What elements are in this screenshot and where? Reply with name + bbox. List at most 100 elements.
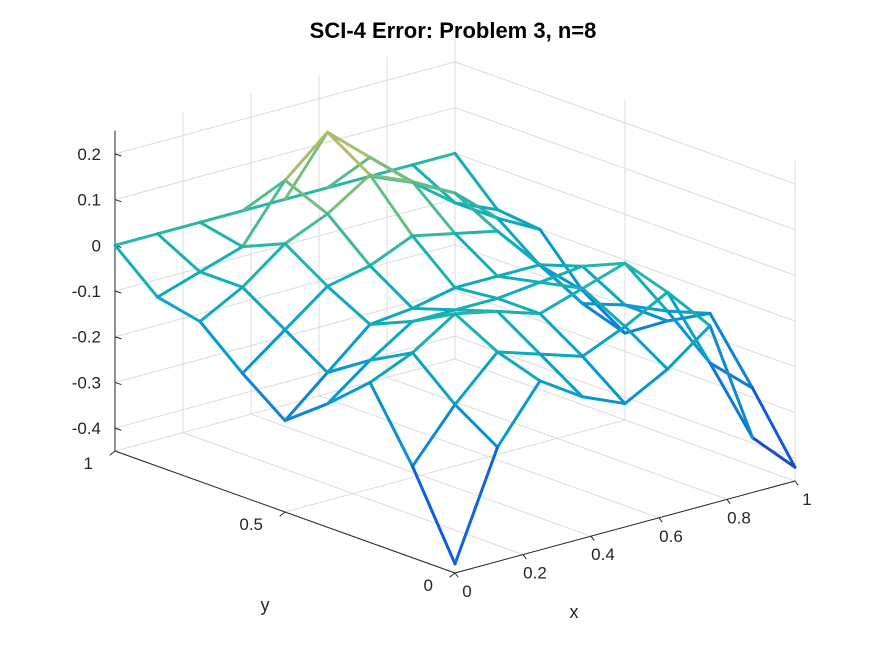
mesh-edge bbox=[496, 274, 542, 284]
mesh-edge bbox=[326, 130, 372, 159]
x-axis-label: x bbox=[570, 602, 579, 622]
mesh-edge bbox=[156, 295, 202, 323]
x-tick-mark bbox=[726, 498, 731, 504]
mesh-edge bbox=[623, 303, 669, 323]
x-tick-label: 0 bbox=[462, 582, 471, 601]
sidewall-gridline-z bbox=[454, 198, 796, 322]
mesh-edge bbox=[198, 209, 244, 224]
mesh-edge bbox=[666, 324, 712, 371]
mesh-edge bbox=[581, 302, 627, 307]
z-tick-mark bbox=[114, 381, 122, 385]
x-tick-label: 0.4 bbox=[591, 545, 615, 564]
mesh-edge bbox=[496, 350, 542, 356]
mesh-edge bbox=[453, 232, 499, 278]
mesh-edge bbox=[623, 261, 669, 313]
backwall-gridline-z bbox=[114, 61, 456, 155]
mesh-edge bbox=[708, 361, 754, 440]
z-tick-mark bbox=[114, 199, 122, 203]
mesh-edge bbox=[538, 379, 584, 399]
mesh-edge bbox=[666, 290, 712, 365]
mesh-edge bbox=[198, 285, 244, 323]
mesh-edge bbox=[113, 232, 159, 247]
sidewall-gridline-z bbox=[454, 61, 796, 185]
mesh-edge bbox=[538, 264, 584, 284]
mesh-edge bbox=[326, 212, 372, 268]
mesh-edge bbox=[496, 296, 542, 316]
mesh-edge bbox=[241, 328, 287, 375]
mesh-edge bbox=[453, 309, 499, 316]
mesh-edge bbox=[241, 242, 287, 249]
mesh-edge bbox=[156, 220, 202, 236]
mesh-edge bbox=[241, 197, 287, 213]
x-tick-mark bbox=[522, 554, 527, 560]
mesh-edge bbox=[751, 386, 797, 469]
x-axis-line bbox=[454, 480, 796, 574]
mesh-edge bbox=[283, 371, 329, 423]
mesh-edge bbox=[411, 306, 457, 312]
grid-lines bbox=[114, 38, 796, 574]
mesh-edge bbox=[538, 312, 584, 358]
mesh-edge bbox=[496, 216, 542, 231]
mesh-edge bbox=[453, 274, 499, 290]
mesh-edge bbox=[368, 319, 414, 362]
mesh-edge bbox=[708, 311, 754, 390]
y-tick-mark bbox=[109, 450, 116, 456]
mesh-edge bbox=[496, 309, 542, 356]
mesh-edge bbox=[411, 151, 457, 167]
mesh-edge bbox=[283, 242, 329, 288]
sidewall-gridline-z bbox=[454, 107, 796, 231]
mesh-edge bbox=[156, 270, 202, 299]
mesh-edge bbox=[708, 324, 754, 440]
mesh-edge bbox=[581, 261, 627, 268]
mesh-edge bbox=[368, 319, 414, 326]
mesh-edge bbox=[113, 243, 159, 299]
mesh-edge bbox=[453, 191, 499, 220]
sidewall-gridline-z bbox=[454, 335, 796, 459]
mesh-edge bbox=[538, 280, 584, 290]
mesh-edge bbox=[368, 173, 414, 238]
z-tick-label: 0.1 bbox=[77, 191, 101, 210]
mesh-edge bbox=[411, 351, 457, 407]
mesh-edge bbox=[623, 325, 669, 371]
mesh-edge bbox=[538, 352, 584, 399]
mesh-edge bbox=[283, 212, 329, 246]
z-tick-mark bbox=[114, 290, 122, 294]
mesh-edge bbox=[538, 286, 584, 316]
mesh-edge bbox=[368, 351, 414, 362]
mesh-edge bbox=[283, 284, 329, 332]
mesh-edge bbox=[453, 312, 499, 354]
mesh-edge bbox=[411, 232, 457, 238]
mesh-edge bbox=[496, 350, 542, 383]
backwall-gridline-z bbox=[114, 289, 456, 383]
mesh-edge bbox=[198, 220, 244, 249]
mesh-edge bbox=[368, 173, 414, 184]
mesh-edge bbox=[411, 286, 457, 310]
x-tick-mark bbox=[590, 535, 595, 541]
mesh-edge bbox=[198, 245, 244, 274]
mesh-edge bbox=[581, 261, 627, 290]
mesh-edge bbox=[411, 312, 457, 323]
mesh-edge bbox=[411, 180, 457, 205]
backwall-gridline-z bbox=[114, 335, 456, 429]
mesh-edge bbox=[581, 264, 627, 307]
mesh-edge bbox=[241, 178, 287, 213]
mesh-edge bbox=[283, 130, 329, 182]
mesh-edge bbox=[326, 264, 372, 288]
y-tick-label: 1 bbox=[84, 454, 93, 473]
mesh-edge bbox=[496, 280, 542, 300]
mesh-edge bbox=[623, 261, 669, 294]
mesh-edge bbox=[581, 286, 627, 329]
mesh-edge bbox=[368, 155, 414, 184]
mesh-edge bbox=[326, 284, 372, 326]
mesh-edge bbox=[496, 263, 542, 278]
mesh-edge bbox=[198, 320, 244, 375]
mesh-edge bbox=[326, 381, 372, 406]
mesh-edge bbox=[326, 358, 372, 406]
mesh-edge bbox=[326, 174, 372, 190]
mesh-edge bbox=[326, 155, 372, 190]
mesh-edge bbox=[623, 367, 669, 406]
mesh-edge bbox=[411, 180, 457, 195]
mesh-edge bbox=[581, 325, 627, 358]
